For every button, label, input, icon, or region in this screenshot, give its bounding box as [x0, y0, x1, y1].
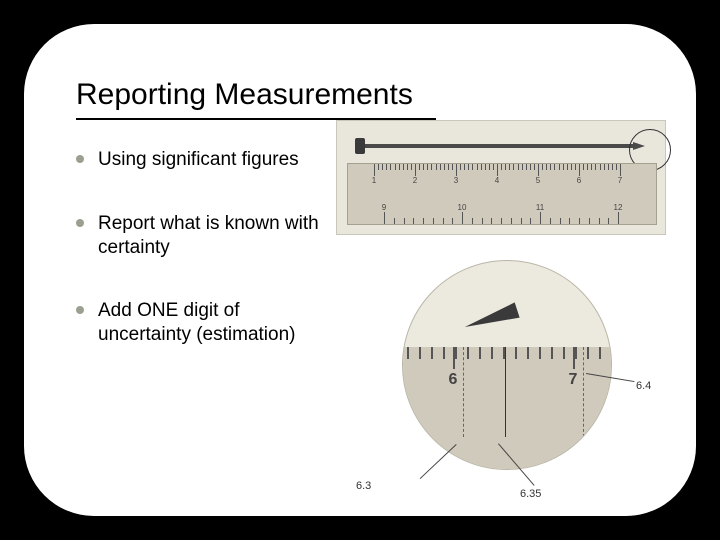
- measurement-callout: 6.3: [356, 480, 371, 492]
- zoom-tick-label: 7: [569, 371, 578, 389]
- slide-card: Reporting Measurements Using significant…: [24, 24, 696, 516]
- nail-tip-icon: [462, 302, 519, 334]
- bullet-item: Report what is known with certainty: [76, 212, 336, 260]
- cm-tick-label: 7: [618, 176, 622, 185]
- figure-area: 1234567 9101112 67 6.36.356.4: [336, 148, 644, 468]
- inch-tick-label: 9: [382, 203, 386, 212]
- measurement-callout: 6.35: [520, 488, 541, 500]
- bullet-list: Using significant figures Report what is…: [76, 148, 336, 468]
- slide-title: Reporting Measurements: [76, 78, 436, 120]
- zoom-tick-label: 6: [449, 371, 458, 389]
- bullet-item: Using significant figures: [76, 148, 336, 172]
- bullet-text: Add ONE digit of uncertainty (estimation…: [98, 300, 295, 345]
- bullet-item: Add ONE digit of uncertainty (estimation…: [76, 299, 336, 347]
- inch-tick-label: 10: [458, 203, 467, 212]
- cm-tick-label: 1: [372, 176, 376, 185]
- inch-tick-label: 11: [536, 203, 544, 212]
- nail-icon: [355, 141, 645, 151]
- zoom-circle: 67: [402, 260, 612, 470]
- cm-tick-label: 3: [454, 176, 458, 185]
- zoom-ruler: 67: [402, 347, 612, 470]
- ruler-band: 1234567 9101112: [347, 163, 657, 225]
- bullet-text: Report what is known with certainty: [98, 213, 319, 258]
- slide-body: Using significant figures Report what is…: [76, 148, 644, 468]
- cm-tick-label: 5: [536, 176, 540, 185]
- cm-tick-label: 2: [413, 176, 417, 185]
- bullet-text: Using significant figures: [98, 149, 299, 170]
- cm-tick-label: 6: [577, 176, 581, 185]
- cm-tick-label: 4: [495, 176, 499, 185]
- measurement-callout: 6.4: [636, 380, 651, 392]
- ruler-photo: 1234567 9101112: [336, 120, 666, 235]
- inch-tick-label: 12: [614, 203, 623, 212]
